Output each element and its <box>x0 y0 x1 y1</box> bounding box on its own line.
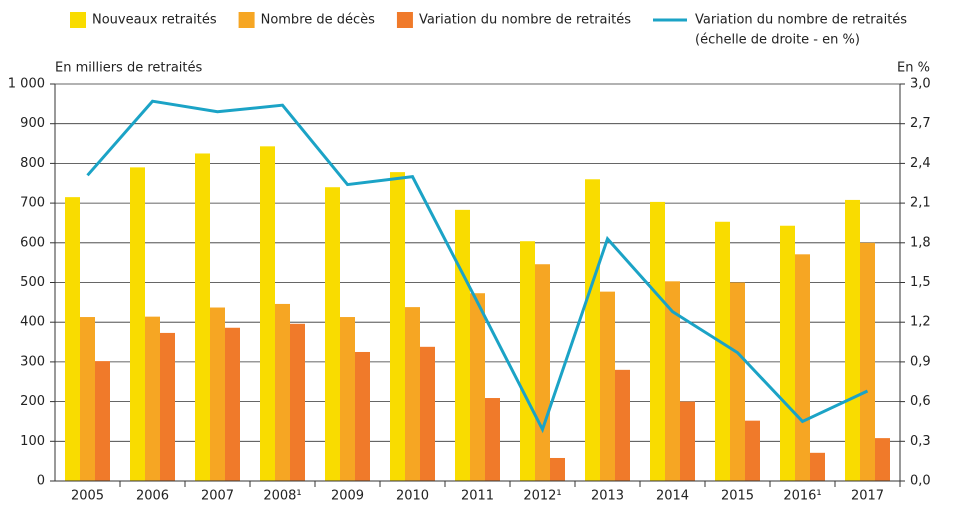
y-tick-label: 500 <box>20 275 45 290</box>
y2-tick-label: 0,0 <box>910 474 931 489</box>
x-tick-label: 2005 <box>71 489 104 504</box>
bar <box>600 291 615 481</box>
y-tick-label: 800 <box>20 156 45 171</box>
y2-tick-label: 2,7 <box>910 116 931 131</box>
y-tick-label: 900 <box>20 116 45 131</box>
bar <box>275 303 290 481</box>
bar <box>260 146 275 482</box>
bar <box>470 293 485 481</box>
bar <box>160 332 175 481</box>
bar <box>615 369 630 481</box>
y2-axis-label: En % <box>897 61 930 76</box>
legend-label: Nouveaux retraités <box>92 13 217 28</box>
y-tick-label: 200 <box>20 394 45 409</box>
bar <box>780 225 795 481</box>
bar <box>95 361 110 481</box>
x-tick-label: 2011 <box>461 489 494 504</box>
bar <box>65 197 80 481</box>
y-axis-label: En milliers de retraités <box>55 61 202 76</box>
y2-tick-label: 0,9 <box>910 354 931 369</box>
bar <box>745 420 760 481</box>
bar <box>875 438 890 481</box>
bar <box>340 317 355 481</box>
y-tick-label: 700 <box>20 196 45 211</box>
y2-tick-label: 2,1 <box>910 196 931 211</box>
y2-tick-label: 0,3 <box>910 434 931 449</box>
bar <box>455 209 470 481</box>
line <box>86 99 869 434</box>
legend-swatch <box>70 12 86 28</box>
bar <box>195 153 210 481</box>
legend-label: Variation du nombre de retraités <box>419 13 631 28</box>
bar <box>860 242 875 481</box>
x-tick-label: 2015 <box>721 489 754 504</box>
y-tick-label: 400 <box>20 315 45 330</box>
bar <box>405 307 420 481</box>
x-tick-label: 2014 <box>656 489 689 504</box>
y2-tick-label: 1,5 <box>910 275 931 290</box>
y-tick-label: 1 000 <box>8 77 45 92</box>
y-tick-label: 0 <box>37 474 45 489</box>
y2-tick-label: 3,0 <box>910 77 931 92</box>
x-tick-label: 2012¹ <box>523 489 561 504</box>
bar <box>665 281 680 481</box>
bar <box>420 346 435 481</box>
bar <box>290 323 305 481</box>
x-tick-label: 2013 <box>591 489 624 504</box>
bar <box>845 199 860 481</box>
y-tick-label: 600 <box>20 235 45 250</box>
bar <box>210 307 225 481</box>
bar <box>810 452 825 481</box>
bar <box>550 457 565 481</box>
y2-tick-label: 2,4 <box>910 156 931 171</box>
bar <box>80 317 95 481</box>
bar <box>390 172 405 481</box>
legend-label: Variation du nombre de retraités <box>695 13 907 28</box>
y2-tick-label: 1,8 <box>910 235 931 250</box>
bar <box>535 264 550 481</box>
legend-note: (échelle de droite - en %) <box>695 33 860 48</box>
bar <box>225 327 240 481</box>
x-tick-label: 2010 <box>396 489 429 504</box>
legend-swatch <box>238 12 255 28</box>
bar <box>145 316 160 481</box>
bar <box>355 351 370 481</box>
bar <box>520 241 535 481</box>
bar <box>795 254 810 481</box>
legend-label: Nombre de décès <box>261 13 376 28</box>
legend-swatch <box>396 12 413 28</box>
x-tick-label: 2017 <box>851 489 884 504</box>
bar <box>650 201 665 481</box>
bar <box>715 221 730 481</box>
bar <box>680 401 695 481</box>
x-tick-label: 2016¹ <box>783 489 821 504</box>
x-tick-label: 2008¹ <box>263 489 301 504</box>
bar <box>325 187 340 481</box>
bar <box>485 398 500 481</box>
x-tick-label: 2006 <box>136 489 169 504</box>
x-tick-label: 2007 <box>201 489 234 504</box>
y2-tick-label: 1,2 <box>910 315 931 330</box>
bar <box>130 167 145 481</box>
bar <box>585 179 600 481</box>
x-tick-label: 2009 <box>331 489 364 504</box>
bar <box>730 282 745 481</box>
y2-tick-label: 0,6 <box>910 394 931 409</box>
y-tick-label: 300 <box>20 354 45 369</box>
y-tick-label: 100 <box>20 434 45 449</box>
